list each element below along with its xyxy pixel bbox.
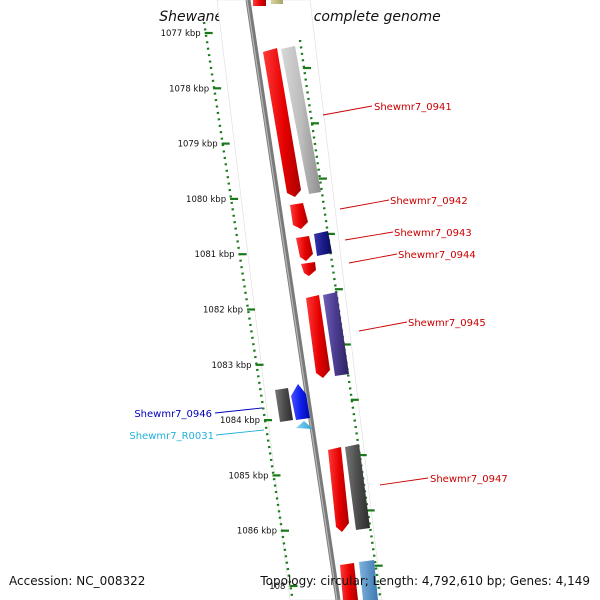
gene-partial-bottom-red[interactable] [340, 563, 358, 600]
ruler-ticks [204, 31, 383, 588]
gene-0945-companion[interactable] [323, 292, 349, 376]
gene-0946-neighbor[interactable] [275, 388, 293, 422]
label-shewmr7-0944[interactable]: Shewmr7_0944 [398, 250, 476, 261]
gene-shewmr7-0941[interactable] [263, 48, 301, 197]
gene-labels: Shewmr7_0941 Shewmr7_0942 Shewmr7_0943 S… [129, 102, 507, 485]
kbp-label: 1077 kbp [161, 29, 201, 39]
gene-partial-top-olive[interactable] [271, 0, 283, 4]
gene-shewmr7-0947[interactable] [328, 447, 349, 532]
kbp-label: 1078 kbp [169, 84, 209, 94]
kbp-label: 1086 kbp [237, 527, 277, 537]
kbp-label: 1082 kbp [203, 306, 243, 316]
label-shewmr7-0941[interactable]: Shewmr7_0941 [374, 102, 452, 113]
gene-shewmr7-0944[interactable] [301, 262, 316, 276]
label-shewmr7-0946[interactable]: Shewmr7_0946 [134, 409, 212, 420]
gene-shewmr7-0945[interactable] [306, 295, 330, 378]
gene-shewmr7-0943[interactable] [314, 231, 332, 256]
genome-backbone [245, 0, 341, 600]
gene-shewmr7-0946[interactable] [291, 384, 310, 420]
kbp-label: 1081 kbp [195, 250, 235, 260]
gene-shewmr7-0943-red[interactable] [296, 236, 313, 261]
label-shewmr7-0942[interactable]: Shewmr7_0942 [390, 196, 468, 207]
kbp-label: 1085 kbp [228, 471, 268, 481]
label-shewmr7-0943[interactable]: Shewmr7_0943 [394, 228, 472, 239]
accession-text: Accession: NC_008322 [9, 574, 146, 588]
kbp-label: 1083 kbp [211, 361, 251, 371]
kbp-label: 1080 kbp [186, 195, 226, 205]
gene-shewmr7-0942[interactable] [290, 203, 308, 229]
label-shewmr7-0945[interactable]: Shewmr7_0945 [408, 318, 486, 329]
kbp-labels: 1077 kbp 1078 kbp 1079 kbp 1080 kbp 1081 kbp… [161, 29, 286, 592]
gene-0947-companion[interactable] [345, 444, 370, 530]
label-shewmr7-r0031[interactable]: Shewmr7_R0031 [129, 431, 214, 442]
kbp-label: 1084 kbp [220, 416, 260, 426]
gene-partial-bottom-steel[interactable] [359, 560, 378, 600]
label-shewmr7-0947[interactable]: Shewmr7_0947 [430, 474, 508, 485]
kbp-label: 1079 kbp [178, 140, 218, 150]
gene-0941-companion[interactable] [281, 46, 321, 194]
callout-lines [214, 105, 429, 486]
topology-text: Topology: circular; Length: 4,792,610 bp… [260, 574, 590, 588]
gene-shewmr7-r0031[interactable] [296, 421, 313, 429]
kbp-label: 108 [269, 582, 285, 592]
gene-partial-top-red[interactable] [253, 0, 266, 6]
genome-backbone-highlight [246, 0, 338, 600]
